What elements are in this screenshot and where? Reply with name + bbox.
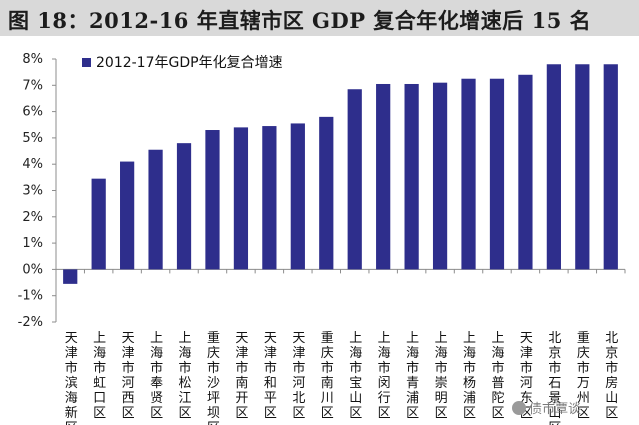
legend-label: 2012-17年GDP年化复合增速 — [96, 54, 283, 71]
category-label: 上海市崇明区 — [435, 331, 448, 421]
category-labels: 天津市滨海新区 上海市虹口区 天津市河西区 上海市奉贤区 上海市松江区 重庆市沙坪坝区 天津… — [65, 330, 619, 425]
category-label: 天津市滨海新区 — [65, 331, 78, 425]
y-tick-label: 6% — [22, 105, 43, 120]
bar — [205, 130, 220, 270]
bar — [347, 89, 362, 270]
category-label: 天津市和平区 — [264, 331, 277, 421]
category-label: 重庆市南川区 — [321, 330, 334, 421]
bar — [63, 269, 78, 284]
bar — [91, 178, 106, 270]
category-label: 天津市南开区 — [235, 331, 248, 421]
legend: 2012-17年GDP年化复合增速 — [82, 54, 283, 71]
title-bar: 图 18：2012-16 年直辖市区 GDP 复合年化增速后 15 名 — [0, 0, 639, 36]
category-label: 上海市奉贤区 — [150, 331, 163, 421]
bar — [120, 161, 135, 270]
category-label: 北京市房山区 — [605, 331, 618, 421]
wechat-icon — [512, 401, 526, 415]
bar — [432, 82, 448, 270]
y-tick-label: 4% — [22, 157, 43, 172]
category-label: 重庆市万州区 — [577, 330, 590, 421]
category-label: 天津市河西区 — [122, 331, 135, 421]
bar — [262, 126, 277, 270]
bars — [63, 64, 618, 284]
bar — [575, 64, 590, 270]
y-tick-label: -1% — [18, 289, 43, 304]
bar — [376, 83, 391, 270]
y-tick-label: 3% — [22, 184, 43, 199]
category-label: 上海市青浦区 — [406, 331, 419, 421]
category-label: 上海市虹口区 — [93, 331, 106, 421]
bar — [176, 143, 192, 270]
watermark: 债市覃谈 — [512, 398, 581, 417]
y-tick-label: -2% — [18, 315, 43, 330]
bar — [404, 83, 419, 270]
y-tick-label: 5% — [22, 131, 43, 146]
category-label: 上海市闵行区 — [378, 331, 391, 421]
axes — [52, 58, 626, 323]
bar — [489, 78, 505, 270]
category-label: 重庆市沙坪坝区 — [207, 330, 220, 425]
category-label: 上海市杨浦区 — [463, 331, 476, 421]
y-tick-label: 7% — [22, 78, 43, 93]
bar — [461, 78, 476, 270]
watermark-text: 债市覃谈 — [529, 402, 582, 417]
category-label: 上海市松江区 — [179, 331, 192, 421]
bar — [148, 149, 163, 270]
y-tick-label: 1% — [22, 236, 43, 251]
bar — [518, 74, 533, 270]
y-tick-label: 0% — [22, 262, 43, 277]
bar — [319, 116, 334, 270]
bar — [290, 123, 305, 270]
y-tick-label: 8% — [22, 52, 43, 67]
chart-title: 图 18：2012-16 年直辖市区 GDP 复合年化增速后 15 名 — [8, 8, 592, 33]
category-label: 北京市石景山区 — [548, 331, 561, 425]
bar-chart: -2%-1%0%1%2%3%4%5%6%7%8% 天津市滨海新区上海市虹口区天津… — [18, 52, 626, 425]
legend-swatch — [82, 58, 91, 67]
category-label: 上海市普陀区 — [491, 331, 504, 421]
bar — [603, 64, 618, 270]
bar — [233, 127, 249, 270]
y-tick-label: 2% — [22, 210, 43, 225]
category-label: 上海市宝山区 — [349, 331, 362, 421]
bar — [546, 64, 561, 270]
category-label: 天津市河北区 — [292, 331, 305, 421]
y-tick-labels: -2% -1% 0% 1% 2% 3% 4% 5% 6% 7% 8% — [18, 52, 43, 330]
